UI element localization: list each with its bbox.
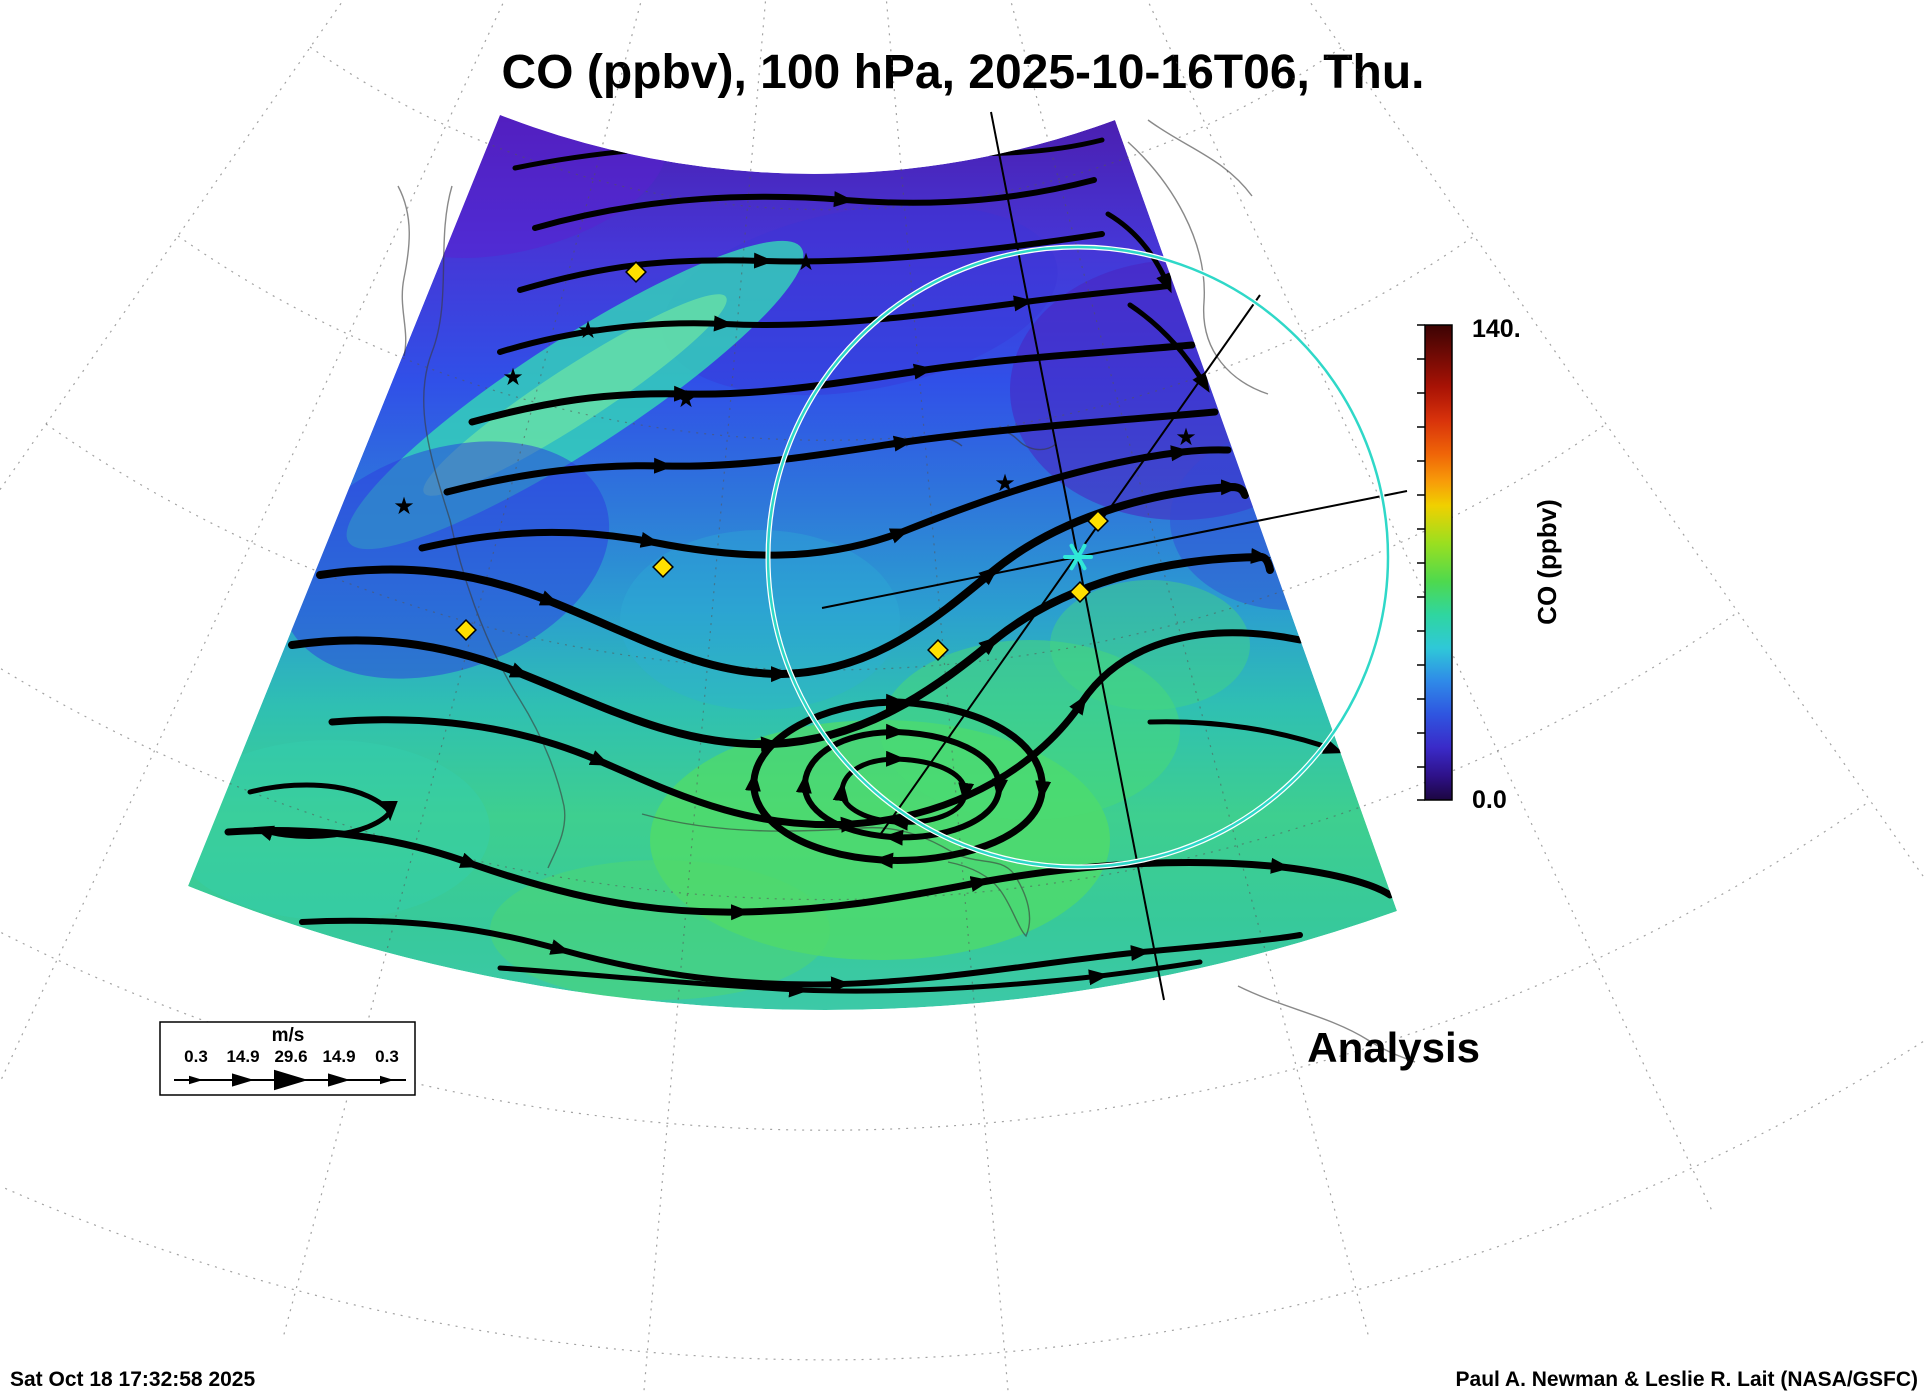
track-line: [821, 490, 1408, 609]
wind-legend-unit: m/s: [272, 1025, 305, 1046]
wind-legend: m/s 0.3 14.9 29.6 14.9 0.3: [159, 1021, 416, 1096]
streamline: [532, 177, 1097, 231]
star-marker: ★: [994, 469, 1016, 497]
page-title: CO (ppbv), 100 hPa, 2025-10-16T06, Thu.: [502, 46, 1425, 99]
analysis-label: Analysis: [1307, 1024, 1480, 1071]
coastline-northwest: [397, 185, 410, 357]
colorbar-gradient: [1424, 324, 1453, 801]
star-marker: ★: [675, 385, 697, 413]
wind-legend-value: 14.9: [226, 1047, 259, 1066]
star-marker: ★: [577, 316, 599, 344]
star-marker: ★: [795, 248, 817, 276]
coastline-west: [422, 185, 566, 869]
coastline-southeast: [1237, 985, 1416, 1063]
map-fan: [188, 115, 1397, 1010]
wind-legend-value: 29.6: [274, 1047, 307, 1066]
footprint-circle: [766, 245, 1390, 869]
coastline-northeast: [1127, 119, 1269, 395]
streamline: [1127, 302, 1210, 393]
streamline: [224, 826, 1394, 921]
colorbar-ticks: [1417, 324, 1425, 801]
streamline: [1147, 719, 1344, 754]
footer-timestamp: Sat Oct 18 17:32:58 2025: [10, 1368, 255, 1391]
center-star-marker: [1069, 543, 1087, 571]
star-marker: ★: [393, 492, 415, 520]
diamond-marker: [927, 639, 949, 661]
diamond-marker: [1087, 510, 1109, 532]
wind-legend-value: 0.3: [184, 1047, 208, 1066]
star-marker: ★: [502, 363, 524, 391]
streamline: [247, 782, 398, 842]
colorbar-max-label: 140.: [1472, 315, 1521, 343]
track-line: [879, 294, 1261, 836]
star-marker: ★: [1175, 423, 1197, 451]
diamond-marker: [652, 556, 674, 578]
streamline: [497, 283, 1171, 355]
streamline-loop: [805, 729, 999, 837]
diamond-marker: [1069, 581, 1091, 603]
streamline: [497, 959, 1203, 998]
colorbar-axis-label: CO (ppbv): [1532, 499, 1562, 625]
wind-legend-value: 0.3: [375, 1047, 399, 1066]
overlay-layer: ★ ★ ★ ★ ★ ★ ★: [393, 111, 1408, 1001]
streamline-loop: [842, 756, 965, 822]
streamline: [517, 231, 1105, 293]
wind-legend-value: 14.9: [322, 1047, 355, 1066]
colorbar: 140. 0.0 CO (ppbv): [1417, 315, 1562, 814]
streamline: [1105, 211, 1172, 294]
diamond-marker: [625, 261, 647, 283]
diamond-marker: [455, 619, 477, 641]
colorbar-min-label: 0.0: [1472, 786, 1507, 814]
footer-credit: Paul A. Newman & Leslie R. Lait (NASA/GS…: [1456, 1368, 1918, 1391]
wind-legend-barb: [174, 1069, 406, 1091]
